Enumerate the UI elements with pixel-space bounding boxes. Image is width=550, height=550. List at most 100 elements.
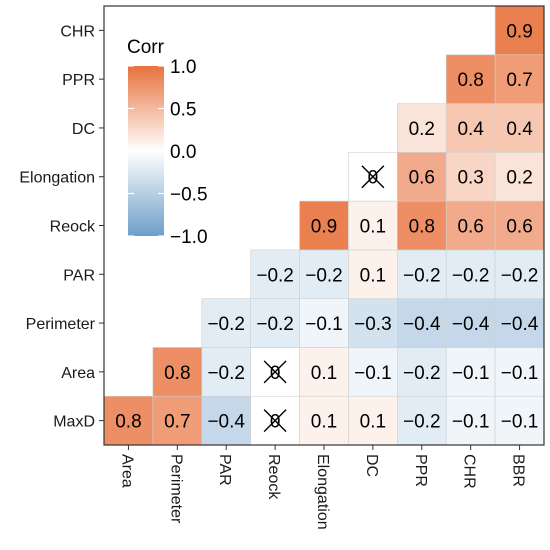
heatmap-cell [494, 200, 545, 251]
cell-value-label: 0.2 [409, 119, 435, 140]
cell-value-label: 0.7 [164, 412, 190, 433]
cell-value-label: 0.1 [360, 412, 386, 433]
cell-value-label: −0.2 [501, 265, 539, 286]
x-tick-label: Perimeter [167, 454, 184, 524]
y-tick-label: Area [61, 365, 95, 382]
heatmap-cell [494, 103, 545, 153]
cell-value-label: −0.1 [452, 412, 490, 433]
heatmap-cell [494, 152, 545, 202]
cell-value-label: −0.2 [207, 314, 245, 335]
legend-tick-label: −1.0 [170, 227, 208, 248]
heatmap-cell [348, 249, 398, 299]
cell-value-label: 0.9 [311, 217, 337, 238]
cell-value-label: −0.1 [354, 363, 392, 384]
legend-tick-label: 0.5 [170, 100, 196, 121]
cell-value-label: −0.2 [207, 363, 245, 384]
x-tick-label: PPR [412, 454, 429, 487]
legend-tick-label: 1.0 [170, 57, 196, 78]
cell-value-label: 0.8 [115, 412, 141, 433]
heatmap-cell [445, 347, 496, 397]
heatmap-cell [348, 200, 398, 251]
cell-value-label: 0.6 [457, 217, 483, 238]
cell-value-label: 0.4 [506, 119, 533, 140]
cell-value-label: −0.1 [305, 314, 343, 335]
cell-value-label: 0.4 [457, 119, 484, 140]
heatmap-cell [201, 395, 251, 446]
y-tick-label: PAR [63, 267, 95, 284]
heatmap-cell [397, 249, 447, 299]
heatmap-cell [494, 347, 545, 397]
heatmap-cell [445, 249, 496, 299]
heatmap-cell [494, 395, 545, 446]
cell-value-label: −0.2 [305, 265, 343, 286]
heatmap-cell [494, 54, 545, 104]
cross-mark-line [263, 409, 287, 433]
legend-tick-label: 0.0 [170, 142, 196, 163]
cell-value-label: −0.2 [256, 265, 294, 286]
cell-value-label: 0.6 [506, 217, 532, 238]
heatmap-cell [445, 200, 496, 251]
cell-value-label: −0.2 [403, 363, 441, 384]
cell-value-label: 0 [270, 363, 281, 384]
y-tick-label: Elongation [19, 170, 95, 187]
cell-value-label: −0.2 [452, 265, 490, 286]
cell-value-label: 0.1 [360, 217, 386, 238]
cell-value-label: 0.8 [457, 70, 483, 91]
x-tick-label: Reock [265, 454, 282, 500]
heatmap-cell [445, 395, 496, 446]
heatmap-cell [348, 347, 398, 397]
heatmap-cell [445, 54, 496, 104]
y-tick-label: CHR [60, 23, 95, 40]
heatmap-cell [445, 298, 496, 348]
heatmap-cell [445, 152, 496, 202]
cell-value-label: 0.8 [409, 217, 435, 238]
cell-value-label: 0.1 [311, 363, 337, 384]
heatmap-cell [445, 103, 496, 153]
x-tick-label: Elongation [314, 454, 331, 530]
legend-title: Corr [127, 37, 165, 58]
cell-value-label: −0.2 [403, 412, 441, 433]
heatmap-cell [299, 347, 349, 397]
heatmap-cell [397, 103, 447, 153]
legend-tick-label: −0.5 [170, 185, 208, 206]
heatmap-cell [348, 298, 398, 348]
heatmap-cell [299, 249, 349, 299]
heatmap-cell [299, 395, 349, 446]
cell-value-label: 0.6 [409, 168, 435, 189]
cell-value-label: 0.7 [506, 70, 532, 91]
x-tick-label: BBR [510, 454, 527, 487]
heatmap-cell [152, 347, 203, 397]
heatmap-cell [201, 298, 251, 348]
heatmap-cell [250, 298, 300, 348]
heatmap-cell [397, 395, 447, 446]
cell-value-label: 0.3 [457, 168, 483, 189]
cell-value-label: 0.1 [311, 412, 337, 433]
y-tick-label: MaxD [53, 414, 95, 431]
heatmap-cell [397, 200, 447, 251]
x-tick-label: DC [363, 454, 380, 477]
x-tick-label: Area [118, 454, 135, 488]
cell-value-label: −0.4 [403, 314, 441, 335]
cell-value-label: 0.2 [506, 168, 532, 189]
y-tick-label: PPR [62, 72, 95, 89]
y-tick-label: Perimeter [26, 316, 96, 333]
heatmap-cell [299, 298, 349, 348]
cell-value-label: −0.4 [207, 412, 245, 433]
cells-group: 0.8 0.7 −0.4 0 0.1 0.1 −0.2 −0.1 −0.1 0.8 −0.2 0 0.1… [103, 5, 545, 446]
cell-value-label: −0.4 [501, 314, 539, 335]
y-tick-label: DC [72, 121, 95, 138]
cell-value-label: −0.1 [501, 363, 539, 384]
cross-mark-line [361, 165, 385, 189]
heatmap-cell [201, 347, 251, 397]
cell-value-label: 0.8 [164, 363, 190, 384]
cell-value-label: −0.3 [354, 314, 392, 335]
cell-value-label: −0.1 [452, 363, 490, 384]
cross-mark-line [263, 360, 287, 384]
y-tick-label: Reock [50, 219, 96, 236]
cell-value-label: −0.1 [501, 412, 539, 433]
heatmap-cell [250, 249, 300, 299]
x-tick-label: CHR [461, 454, 478, 489]
cell-value-label: 0.9 [506, 21, 532, 42]
